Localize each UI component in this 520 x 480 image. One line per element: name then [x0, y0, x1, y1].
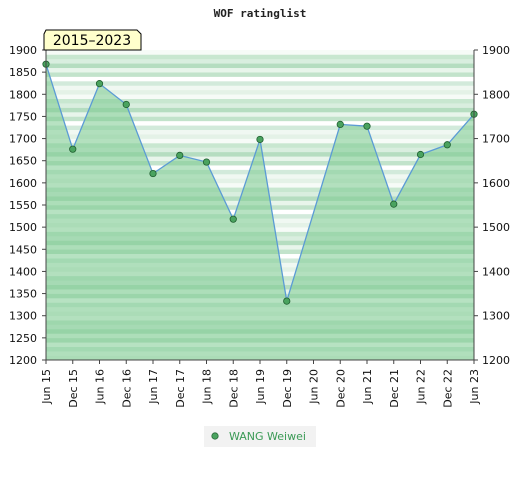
y-tick-label-left: 1350: [9, 288, 37, 301]
data-point[interactable]: [149, 169, 157, 178]
legend[interactable]: WANG Weiwei: [204, 426, 316, 447]
plot-band: [46, 129, 474, 135]
plot-band: [46, 116, 474, 122]
x-tick-label: Jun 18: [201, 369, 214, 405]
x-tick-label: Dec 22: [441, 369, 454, 408]
data-point[interactable]: [443, 141, 451, 149]
x-tick-label: Jun 17: [147, 369, 160, 405]
x-tick-label: Dec 19: [281, 369, 294, 408]
data-point[interactable]: [176, 151, 184, 159]
y-tick-label-left: 1200: [9, 354, 37, 367]
y-tick-label-left: 1400: [9, 265, 37, 278]
data-point[interactable]: [122, 100, 130, 109]
plot-band: [46, 120, 474, 126]
plot-band: [46, 98, 474, 104]
legend-box: [204, 426, 316, 447]
y-tick-label-left: 1700: [9, 133, 37, 146]
period-badge-label: 2015–2023: [53, 33, 131, 49]
x-tick-label: Jun 20: [308, 369, 321, 405]
y-tick-label-left: 1600: [9, 177, 37, 190]
x-tick-label: Dec 16: [120, 369, 133, 408]
data-point[interactable]: [69, 145, 77, 153]
x-axis: Jun 15 Dec 15 Jun 16 Dec 16 Jun 17 Dec 17 Jun …: [40, 360, 481, 408]
plot-band: [46, 54, 474, 60]
series-line: [45, 63, 475, 302]
x-tick-label: Jun 22: [415, 369, 428, 405]
legend-marker: [211, 432, 219, 440]
data-point[interactable]: [202, 158, 211, 166]
plot-band: [46, 76, 474, 82]
period-badge: 2015–2023: [43, 29, 142, 51]
plot-band: [46, 89, 474, 95]
data-point[interactable]: [336, 120, 344, 129]
chart-title: WOF ratinglist: [214, 7, 307, 20]
x-tick-label: Jun 19: [254, 369, 267, 405]
y-axis-right: 1200 1300 1400 1500 1600 1700 1800 1900: [474, 44, 510, 367]
y-tick-label-right: 1800: [482, 88, 510, 101]
data-point[interactable]: [229, 215, 237, 223]
data-point[interactable]: [95, 80, 104, 88]
y-tick-label-left: 1300: [9, 310, 37, 323]
x-tick-label: Jun 15: [40, 369, 53, 405]
y-tick-label-left: 1800: [9, 88, 37, 101]
plot-area: [42, 50, 478, 361]
y-tick-label-right: 1600: [482, 177, 510, 190]
plot-band: [46, 112, 474, 117]
data-point[interactable]: [283, 297, 291, 305]
plot-band: [46, 103, 474, 108]
plot-band: [46, 85, 474, 91]
y-tick-label-left: 1550: [9, 199, 37, 212]
plot-band: [46, 50, 474, 55]
plot-band: [46, 58, 474, 64]
x-tick-label: Dec 18: [227, 369, 240, 408]
y-tick-label-right: 1700: [482, 133, 510, 146]
plot-band: [46, 63, 474, 69]
x-tick-label: Jun 21: [361, 369, 374, 405]
period-badge-box: [43, 29, 142, 51]
legend-label: WANG Weiwei: [229, 430, 306, 443]
y-axis-left: 1200 1250 1300 1350 1400 1450 1500 1550 1600 1650…: [9, 44, 46, 367]
y-tick-label-left: 1750: [9, 110, 37, 123]
data-point[interactable]: [256, 135, 264, 144]
plot-band: [46, 107, 474, 113]
x-tick-label: Jun 23: [468, 369, 481, 405]
data-point[interactable]: [363, 122, 371, 130]
x-tick-label: Dec 20: [334, 369, 347, 408]
y-tick-label-left: 1850: [9, 66, 37, 79]
x-tick-label: Dec 15: [67, 369, 80, 408]
data-point[interactable]: [416, 150, 425, 159]
y-tick-label-right: 1400: [482, 265, 510, 278]
y-tick-label-left: 1650: [9, 155, 37, 168]
y-tick-label-right: 1300: [482, 310, 510, 323]
plot-band: [46, 72, 474, 77]
data-point[interactable]: [390, 200, 398, 208]
plot-band: [46, 94, 474, 100]
x-tick-label: Dec 21: [388, 369, 401, 408]
series-area: [46, 64, 474, 361]
y-tick-label-left: 1250: [9, 332, 37, 345]
y-tick-label-left: 1500: [9, 221, 37, 234]
y-tick-label-left: 1450: [9, 243, 37, 256]
plot-band: [46, 67, 474, 73]
y-tick-label-right: 1200: [482, 354, 510, 367]
plot-band: [46, 81, 474, 86]
y-tick-label-left: 1900: [9, 44, 37, 57]
y-tick-label-right: 1500: [482, 221, 510, 234]
x-tick-label: Jun 16: [94, 369, 107, 405]
y-tick-label-right: 1900: [482, 44, 510, 57]
plot-band: [46, 125, 474, 131]
x-tick-label: Dec 17: [174, 369, 187, 408]
